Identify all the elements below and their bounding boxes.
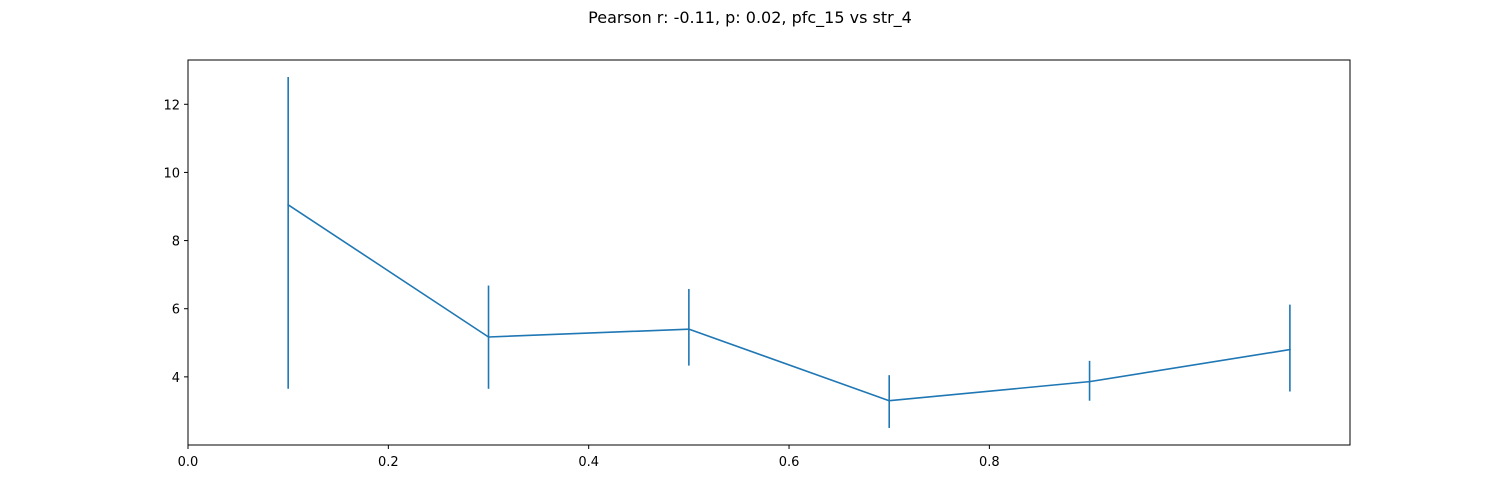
x-tick-label: 0.0 bbox=[178, 455, 199, 470]
series-line bbox=[287, 204, 1291, 402]
x-tick-label: 0.6 bbox=[779, 455, 800, 470]
y-tick-label: 6 bbox=[172, 303, 180, 318]
data-point bbox=[1288, 348, 1291, 351]
x-tick-label: 0.4 bbox=[578, 455, 599, 470]
data-point bbox=[687, 328, 690, 331]
data-point bbox=[888, 399, 891, 402]
chart-title: Pearson r: -0.11, p: 0.02, pfc_15 vs str… bbox=[588, 8, 912, 27]
y-tick-label: 8 bbox=[172, 235, 180, 250]
y-tick-label: 4 bbox=[172, 371, 180, 386]
plot-frame bbox=[187, 59, 1351, 446]
y-tick-label: 12 bbox=[163, 98, 180, 113]
x-tick-label: 0.2 bbox=[378, 455, 399, 470]
y-tick-label: 10 bbox=[163, 166, 180, 181]
data-point bbox=[287, 203, 290, 206]
x-tick-label: 0.8 bbox=[979, 455, 1000, 470]
data-point bbox=[1088, 380, 1091, 383]
data-point bbox=[487, 336, 490, 338]
